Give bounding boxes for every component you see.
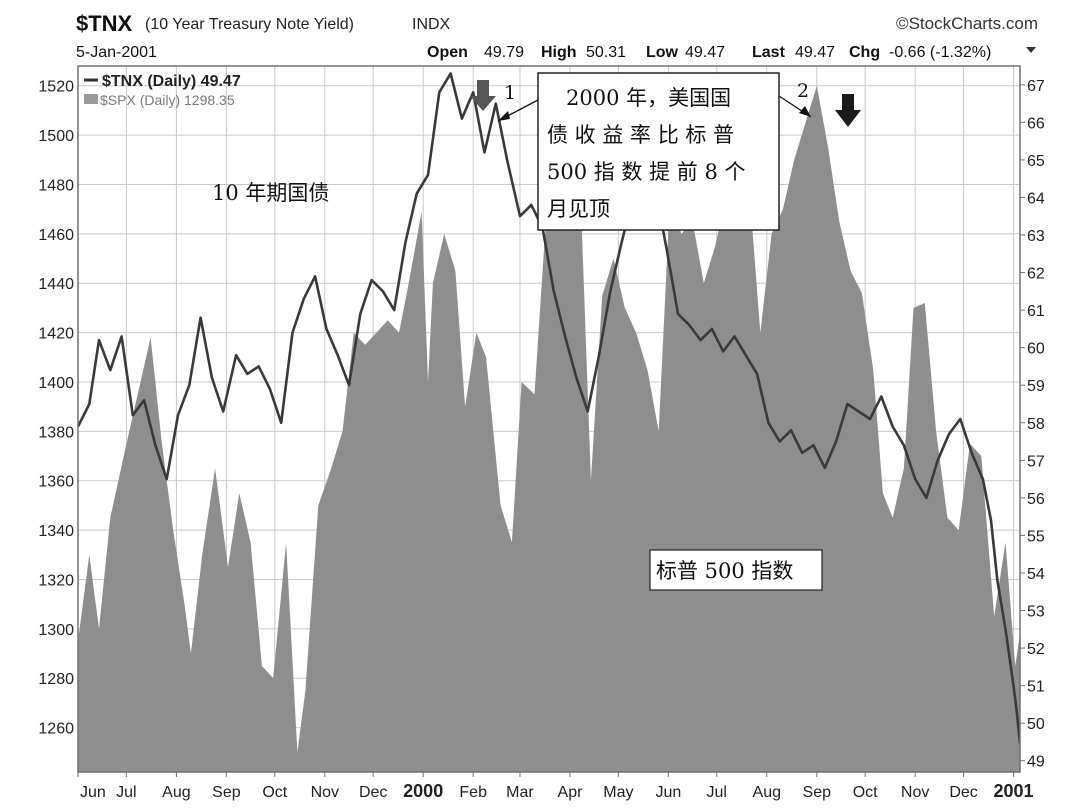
right-tick-label: 67 xyxy=(1027,78,1045,95)
x-tick-label: Mar xyxy=(506,784,534,801)
right-tick-label: 61 xyxy=(1027,303,1045,320)
high-label: High xyxy=(541,44,577,61)
quote-date: 5-Jan-2001 xyxy=(76,44,157,61)
x-tick-label: Nov xyxy=(901,784,929,801)
left-tick-label: 1300 xyxy=(38,622,74,639)
x-tick-label: Sep xyxy=(803,784,832,801)
x-tick-label: Sep xyxy=(212,784,241,801)
x-tick-label: Nov xyxy=(311,784,339,801)
x-tick-label: May xyxy=(603,784,633,801)
ticker-symbol: $TNX xyxy=(76,11,133,36)
last-value: 49.47 xyxy=(795,44,835,61)
right-tick-label: 66 xyxy=(1027,115,1045,132)
left-tick-label: 1360 xyxy=(38,474,74,491)
callout-pointer-2-head xyxy=(799,106,811,117)
right-tick-label: 65 xyxy=(1027,153,1045,170)
ticker-description: (10 Year Treasury Note Yield) xyxy=(145,16,354,33)
x-tick-label: Jun xyxy=(655,784,681,801)
callout-line-4: 月见顶 xyxy=(547,197,610,221)
brand-watermark: ©StockCharts.com xyxy=(896,14,1038,33)
ticker-exchange: INDX xyxy=(412,16,451,33)
x-tick-label: Aug xyxy=(162,784,190,801)
tnx-line-series xyxy=(78,72,1020,744)
last-label: Last xyxy=(752,44,786,61)
x-tick-label: Jun xyxy=(80,784,106,801)
chg-dropdown-icon[interactable] xyxy=(1026,47,1036,53)
spx-legend-swatch xyxy=(84,94,98,104)
spx-area-series xyxy=(78,73,1020,772)
x-tick-label: Oct xyxy=(262,784,287,801)
arrow-down-icon xyxy=(470,80,496,111)
left-tick-label: 1500 xyxy=(38,128,74,145)
high-value: 50.31 xyxy=(586,44,626,61)
right-tick-label: 60 xyxy=(1027,341,1045,358)
right-tick-label: 64 xyxy=(1027,190,1045,207)
right-tick-label: 49 xyxy=(1027,754,1045,771)
left-tick-label: 1400 xyxy=(38,375,74,392)
left-tick-label: 1380 xyxy=(38,424,74,441)
x-tick-label: Feb xyxy=(459,784,487,801)
left-tick-label: 1320 xyxy=(38,572,74,589)
right-tick-label: 54 xyxy=(1027,566,1045,583)
open-label: Open xyxy=(427,44,468,61)
right-tick-label: 50 xyxy=(1027,716,1045,733)
left-tick-label: 1260 xyxy=(38,721,74,738)
low-label: Low xyxy=(646,44,679,61)
spx-label-box xyxy=(649,549,823,591)
right-tick-label: 62 xyxy=(1027,266,1045,283)
left-tick-label: 1480 xyxy=(38,177,74,194)
peak-marker-2: 2 xyxy=(797,80,809,102)
left-tick-label: 1520 xyxy=(38,79,74,96)
tnx-series-label: 10 年期国债 xyxy=(212,181,329,205)
right-tick-label: 63 xyxy=(1027,228,1045,245)
x-tick-label: Dec xyxy=(359,784,387,801)
callout-line-3: 500 指 数 提 前 8 个 xyxy=(547,160,746,184)
right-tick-label: 57 xyxy=(1027,453,1045,470)
plot-frame xyxy=(77,65,1021,773)
right-tick-label: 59 xyxy=(1027,378,1045,395)
peak-marker-1: 1 xyxy=(504,82,516,104)
x-tick-label: Aug xyxy=(753,784,781,801)
callout-line-2: 债 收 益 率 比 标 普 xyxy=(547,123,734,147)
x-tick-label: Apr xyxy=(558,784,584,801)
left-tick-label: 1460 xyxy=(38,227,74,244)
right-axis: 49 50 51 52 53 54 55 56 57 58 59 60 61 62 63 64 65 66 67 xyxy=(1020,78,1045,771)
x-axis: Jun Jul Aug Sep Oct Nov Dec 2000 Feb Mar Apr May Jun… xyxy=(77,772,1034,801)
chg-value: -0.66 (-1.32%) xyxy=(889,44,991,61)
left-axis: 1260 1280 1300 1320 1340 1360 1380 1400 1420 1440… xyxy=(38,79,74,738)
left-tick-label: 1420 xyxy=(38,326,74,343)
right-tick-label: 56 xyxy=(1027,491,1045,508)
x-tick-label: Dec xyxy=(949,784,977,801)
left-tick-label: 1280 xyxy=(38,671,74,688)
right-tick-label: 52 xyxy=(1027,641,1045,658)
open-value: 49.79 xyxy=(484,44,524,61)
right-tick-label: 51 xyxy=(1027,679,1045,696)
left-tick-label: 1440 xyxy=(38,276,74,293)
arrow-down-icon xyxy=(835,94,861,127)
x-tick-label: Jul xyxy=(116,784,136,801)
right-tick-label: 53 xyxy=(1027,604,1045,621)
x-tick-label: 2000 xyxy=(403,781,443,801)
x-tick-label: Jul xyxy=(707,784,727,801)
right-tick-label: 55 xyxy=(1027,528,1045,545)
low-value: 49.47 xyxy=(685,44,725,61)
tnx-legend-label: $TNX (Daily) 49.47 xyxy=(102,73,241,90)
chg-label: Chg xyxy=(849,44,880,61)
spx-legend-label: $SPX (Daily) 1298.35 xyxy=(100,92,235,108)
right-tick-label: 58 xyxy=(1027,416,1045,433)
x-tick-label: Oct xyxy=(853,784,878,801)
spx-series-label: 标普 500 指数 xyxy=(656,559,793,583)
callout-pointer-1-head xyxy=(498,111,510,121)
x-tick-label: 2001 xyxy=(994,781,1034,801)
left-tick-label: 1340 xyxy=(38,523,74,540)
callout-box xyxy=(537,72,780,231)
callout-line-1: 2000 年，美国国 xyxy=(566,86,731,110)
